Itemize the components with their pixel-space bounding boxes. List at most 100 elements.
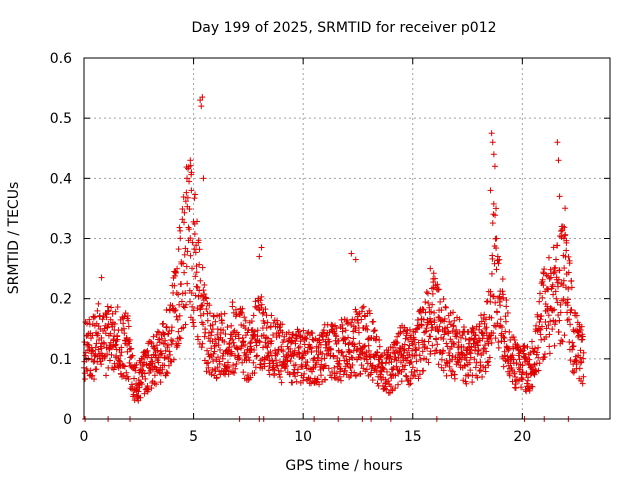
data-point bbox=[333, 333, 340, 340]
data-point bbox=[192, 249, 199, 256]
data-point bbox=[430, 270, 437, 277]
data-point bbox=[129, 352, 136, 359]
data-point-spike bbox=[488, 130, 495, 137]
data-point bbox=[164, 370, 171, 377]
data-point bbox=[214, 354, 221, 361]
data-point bbox=[419, 306, 426, 313]
data-point bbox=[273, 357, 280, 364]
data-point bbox=[248, 318, 255, 325]
data-point bbox=[402, 362, 409, 369]
data-point bbox=[406, 326, 413, 333]
data-point bbox=[392, 354, 399, 361]
data-point bbox=[469, 379, 476, 386]
data-point bbox=[107, 330, 114, 337]
data-point bbox=[546, 343, 553, 350]
data-point bbox=[564, 296, 571, 303]
data-point bbox=[206, 302, 213, 309]
data-point bbox=[577, 354, 584, 361]
data-point bbox=[407, 380, 414, 387]
data-point bbox=[462, 335, 469, 342]
data-point bbox=[347, 365, 354, 372]
data-point bbox=[191, 246, 198, 253]
data-point bbox=[108, 351, 115, 358]
data-point bbox=[453, 333, 460, 340]
data-point bbox=[229, 299, 236, 306]
data-point bbox=[427, 315, 434, 322]
data-point bbox=[126, 359, 133, 366]
data-point bbox=[182, 321, 189, 328]
data-point bbox=[284, 357, 291, 364]
data-point bbox=[531, 345, 538, 352]
data-point bbox=[387, 383, 394, 390]
data-point bbox=[192, 191, 199, 198]
data-point bbox=[91, 376, 98, 383]
data-point bbox=[377, 371, 384, 378]
data-point bbox=[546, 350, 553, 357]
data-point bbox=[348, 354, 355, 361]
data-point bbox=[449, 368, 456, 375]
data-point bbox=[505, 347, 512, 354]
data-point bbox=[535, 354, 542, 361]
data-point bbox=[177, 335, 184, 342]
data-point bbox=[500, 294, 507, 301]
data-point bbox=[365, 342, 372, 349]
data-point bbox=[98, 345, 105, 352]
data-point bbox=[459, 332, 466, 339]
data-point bbox=[293, 378, 300, 385]
data-point bbox=[556, 317, 563, 324]
data-point bbox=[167, 358, 174, 365]
data-point bbox=[488, 314, 495, 321]
data-point bbox=[342, 327, 349, 334]
data-point bbox=[295, 328, 302, 335]
data-point bbox=[354, 313, 361, 320]
data-point bbox=[561, 224, 568, 231]
data-point bbox=[178, 281, 185, 288]
data-point bbox=[258, 301, 265, 308]
data-point bbox=[114, 336, 121, 343]
data-point bbox=[568, 284, 575, 291]
data-point bbox=[206, 310, 213, 317]
data-point bbox=[473, 359, 480, 366]
data-point bbox=[125, 323, 132, 330]
data-point bbox=[395, 370, 402, 377]
data-point bbox=[415, 375, 422, 382]
data-point bbox=[175, 328, 182, 335]
data-point bbox=[436, 323, 443, 330]
data-point bbox=[401, 341, 408, 348]
data-point bbox=[402, 335, 409, 342]
data-point bbox=[504, 309, 511, 316]
data-point bbox=[250, 312, 257, 319]
data-point bbox=[364, 326, 371, 333]
data-point bbox=[316, 381, 323, 388]
data-point bbox=[546, 275, 553, 282]
data-point bbox=[354, 346, 361, 353]
data-point bbox=[237, 309, 244, 316]
data-point bbox=[531, 348, 538, 355]
data-point bbox=[539, 294, 546, 301]
data-point bbox=[349, 361, 356, 368]
data-point bbox=[496, 256, 503, 263]
data-point bbox=[270, 331, 277, 338]
data-point bbox=[333, 340, 340, 347]
data-point bbox=[235, 331, 242, 338]
data-point bbox=[242, 317, 249, 324]
data-point bbox=[277, 374, 284, 381]
data-point-spike bbox=[554, 139, 561, 146]
data-point bbox=[161, 331, 168, 338]
data-point bbox=[103, 372, 110, 379]
data-point bbox=[163, 324, 170, 331]
data-point bbox=[580, 355, 587, 362]
data-point bbox=[130, 391, 137, 398]
data-point bbox=[472, 364, 479, 371]
data-point bbox=[557, 309, 564, 316]
data-point bbox=[162, 337, 169, 344]
data-point bbox=[562, 231, 569, 238]
data-point bbox=[339, 325, 346, 332]
data-point bbox=[152, 381, 159, 388]
data-point bbox=[187, 235, 194, 242]
data-point bbox=[220, 327, 227, 334]
data-point bbox=[449, 328, 456, 335]
data-point bbox=[488, 270, 495, 277]
data-point bbox=[319, 350, 326, 357]
data-point bbox=[229, 336, 236, 343]
